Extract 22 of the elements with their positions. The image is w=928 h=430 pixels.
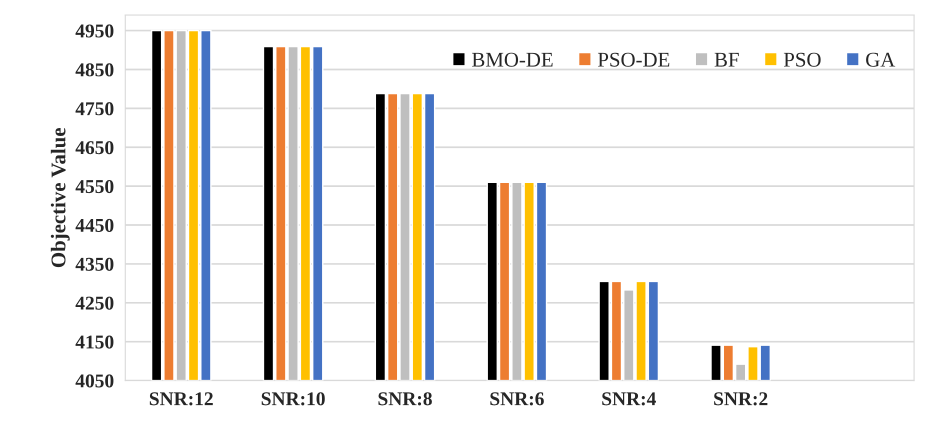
y-axis-title: Objective Value <box>50 128 70 268</box>
y-tick-label: 4550 <box>76 180 114 194</box>
legend-label: BMO-DE <box>472 52 553 67</box>
x-tick-label: SNR:6 <box>490 392 544 406</box>
x-tick-label: SNR:8 <box>378 392 432 406</box>
y-tick-label: 4050 <box>76 374 114 388</box>
y-tick-label: 4950 <box>76 24 114 38</box>
x-tick-label: SNR:4 <box>602 392 656 406</box>
legend-label: PSO <box>784 52 821 67</box>
y-tick-label: 4450 <box>76 218 114 232</box>
x-tick-label: SNR:10 <box>262 392 325 406</box>
y-tick-label: 4650 <box>76 141 114 154</box>
y-tick-label: 4750 <box>76 102 114 116</box>
y-tick-label: 4350 <box>76 258 114 271</box>
x-tick-label: SNR:2 <box>714 392 768 406</box>
legend-label: GA <box>866 52 896 67</box>
x-tick-label: SNR:12 <box>150 392 213 406</box>
y-tick-label: 4250 <box>76 296 114 310</box>
legend-label: BF <box>714 52 739 67</box>
y-tick-label: 4850 <box>76 63 114 76</box>
y-tick-label: 4150 <box>76 335 114 349</box>
legend-label: PSO-DE <box>598 52 670 67</box>
